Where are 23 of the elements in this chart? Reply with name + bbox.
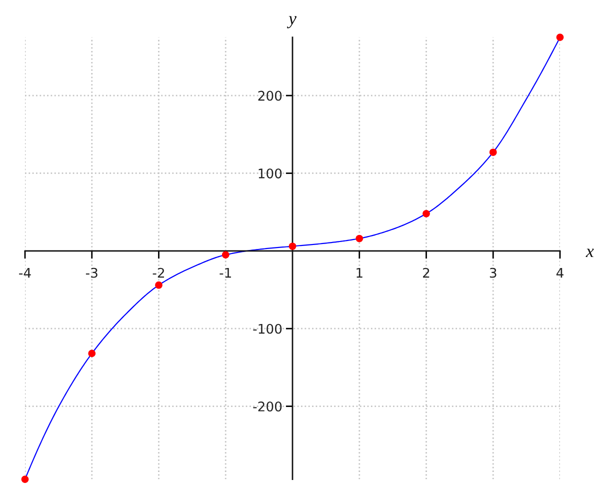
point [556, 34, 564, 41]
point [222, 251, 230, 258]
x-tick-label: 3 [490, 268, 496, 278]
point [489, 148, 497, 156]
x-tick-label: -1 [220, 268, 231, 278]
point [356, 234, 364, 242]
y-tick-label: 200 [258, 90, 282, 101]
x-tick-label: -4 [19, 268, 31, 278]
point [422, 210, 430, 218]
point [21, 476, 29, 483]
point [288, 242, 296, 250]
y-tick-label: -100 [253, 324, 282, 334]
x-tick-label: 2 [423, 268, 430, 278]
y-tick-label: -200 [253, 402, 282, 412]
x-tick-label: -3 [86, 268, 98, 278]
x-tick-label: -2 [152, 268, 164, 278]
x-tick-label: 4 [556, 268, 564, 278]
x-axis-title: x [586, 248, 594, 258]
x-tick-label: 1 [356, 268, 362, 278]
point [155, 281, 162, 289]
y-axis-title: y [286, 16, 297, 28]
y-tick-label: 100 [258, 168, 282, 178]
point [88, 350, 96, 358]
